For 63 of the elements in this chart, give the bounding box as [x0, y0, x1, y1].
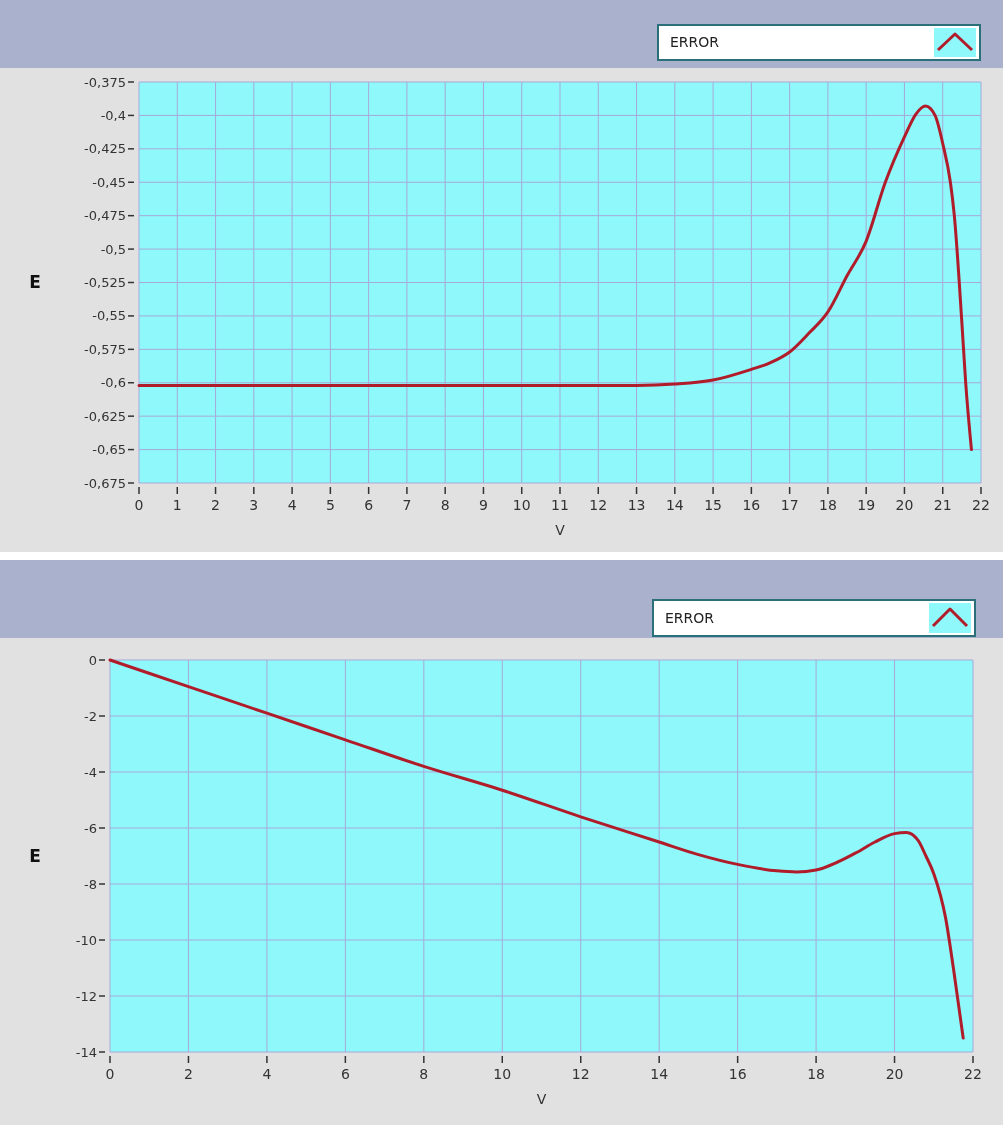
x-tick-label: 3 — [249, 497, 259, 513]
x-tick-label: 14 — [665, 497, 684, 513]
x-tick-label: 22 — [964, 1066, 982, 1082]
y-tick-label: -2 — [84, 708, 97, 724]
y-axis-title: E — [29, 272, 41, 293]
y-tick-label: -0,5 — [100, 241, 126, 257]
y-tick-label: -10 — [75, 932, 97, 948]
y-tick-label: -6 — [84, 820, 97, 836]
y-tick-label: -0,375 — [84, 74, 126, 90]
x-tick-label: 19 — [857, 497, 876, 513]
x-tick-label: 6 — [364, 497, 374, 513]
x-tick-label: 18 — [819, 497, 837, 513]
y-tick-label: -0,6 — [100, 375, 126, 391]
y-tick-label: -0,675 — [84, 475, 126, 491]
x-tick-label: 12 — [571, 1066, 590, 1082]
line-series — [137, 104, 973, 452]
x-tick-label: 2 — [211, 497, 221, 513]
y-tick-label: 0 — [88, 652, 97, 668]
y-tick-label: -0,45 — [92, 174, 126, 190]
x-tick-label: 7 — [402, 497, 412, 513]
x-tick-label: 14 — [650, 1066, 669, 1082]
x-tick-label: 20 — [885, 1066, 904, 1082]
y-axis-title: E — [29, 845, 41, 866]
x-tick-label: 10 — [512, 497, 531, 513]
y-tick-label: -0,4 — [100, 107, 126, 123]
x-tick-label: 12 — [589, 497, 608, 513]
line-series — [108, 658, 965, 1040]
x-tick-label: 1 — [172, 497, 182, 513]
text: ERROR — [670, 34, 720, 51]
x-tick-label: 9 — [478, 497, 488, 513]
y-tick-label: -8 — [84, 876, 97, 892]
y-tick-label: -0,625 — [84, 408, 126, 424]
y-tick-label: -0,475 — [84, 208, 126, 224]
x-axis-title: V — [555, 522, 566, 538]
y-tick-label: -0,425 — [84, 141, 126, 157]
x-axis-title: V — [536, 1091, 547, 1107]
x-tick-label: 16 — [728, 1066, 747, 1082]
x-tick-label: 10 — [493, 1066, 512, 1082]
x-tick-label: 4 — [287, 497, 297, 513]
y-tick-label: -14 — [75, 1044, 97, 1060]
x-tick-label: 6 — [340, 1066, 350, 1082]
y-tick-label: -0,55 — [92, 308, 126, 324]
y-tick-label: -4 — [84, 764, 97, 780]
x-tick-label: 13 — [627, 497, 646, 513]
x-tick-label: 11 — [551, 497, 569, 513]
x-tick-label: 20 — [895, 497, 914, 513]
x-tick-label: 21 — [933, 497, 952, 513]
x-tick-label: 8 — [419, 1066, 429, 1082]
y-tick-label: -0,65 — [92, 442, 126, 458]
x-tick-label: 18 — [807, 1066, 825, 1082]
x-tick-label: 5 — [325, 497, 335, 513]
text: ERROR — [665, 609, 715, 626]
x-tick-label: 2 — [183, 1066, 193, 1082]
x-tick-label: 4 — [262, 1066, 272, 1082]
y-tick-label: -0,525 — [84, 275, 126, 291]
x-tick-label: 0 — [134, 497, 144, 513]
x-tick-label: 16 — [742, 497, 761, 513]
y-tick-label: -0,575 — [84, 341, 126, 357]
x-tick-label: 22 — [972, 497, 990, 513]
x-tick-label: 8 — [440, 497, 450, 513]
x-tick-label: 17 — [780, 497, 799, 513]
x-tick-label: 15 — [704, 497, 722, 513]
y-tick-label: -12 — [75, 988, 97, 1004]
